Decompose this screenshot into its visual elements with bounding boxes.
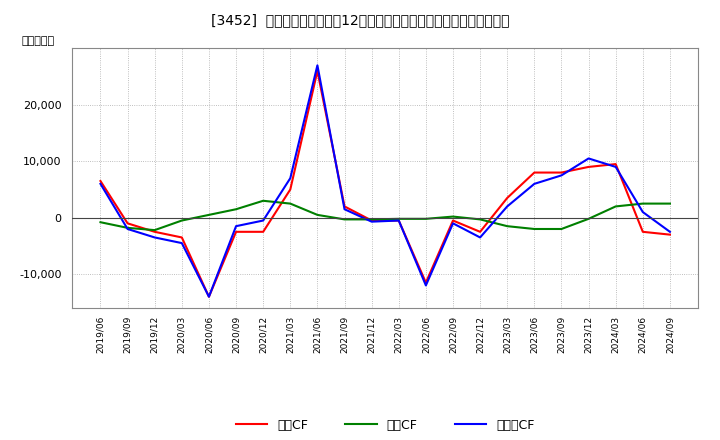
フリーCF xyxy=(639,209,647,215)
投資CF xyxy=(232,207,240,212)
投資CF xyxy=(313,212,322,217)
営業CF xyxy=(557,170,566,175)
Line: 投資CF: 投資CF xyxy=(101,201,670,230)
営業CF xyxy=(639,229,647,235)
Line: フリーCF: フリーCF xyxy=(101,65,670,297)
営業CF xyxy=(584,164,593,169)
営業CF xyxy=(123,221,132,226)
投資CF xyxy=(259,198,268,203)
フリーCF xyxy=(421,283,430,288)
営業CF xyxy=(530,170,539,175)
フリーCF xyxy=(611,164,620,169)
営業CF xyxy=(449,218,457,223)
投資CF xyxy=(421,216,430,221)
フリーCF xyxy=(367,219,376,224)
営業CF xyxy=(313,68,322,73)
投資CF xyxy=(341,217,349,222)
Text: （百万円）: （百万円） xyxy=(22,36,55,46)
投資CF xyxy=(367,217,376,222)
投資CF xyxy=(178,218,186,223)
投資CF xyxy=(123,225,132,231)
投資CF xyxy=(476,217,485,222)
営業CF xyxy=(611,161,620,167)
投資CF xyxy=(150,227,159,233)
営業CF xyxy=(96,178,105,183)
営業CF xyxy=(259,229,268,235)
Legend: 営業CF, 投資CF, フリーCF: 営業CF, 投資CF, フリーCF xyxy=(231,414,539,437)
営業CF xyxy=(178,235,186,240)
フリーCF xyxy=(286,176,294,181)
フリーCF xyxy=(395,218,403,223)
フリーCF xyxy=(178,240,186,246)
投資CF xyxy=(96,220,105,225)
フリーCF xyxy=(341,207,349,212)
投資CF xyxy=(530,226,539,231)
営業CF xyxy=(395,218,403,223)
投資CF xyxy=(584,216,593,221)
フリーCF xyxy=(123,226,132,231)
営業CF xyxy=(204,294,213,299)
フリーCF xyxy=(449,221,457,226)
フリーCF xyxy=(313,62,322,68)
投資CF xyxy=(611,204,620,209)
営業CF xyxy=(150,229,159,235)
投資CF xyxy=(557,226,566,231)
投資CF xyxy=(639,201,647,206)
営業CF xyxy=(286,187,294,192)
投資CF xyxy=(449,214,457,219)
フリーCF xyxy=(150,235,159,240)
投資CF xyxy=(665,201,674,206)
投資CF xyxy=(286,201,294,206)
営業CF xyxy=(665,232,674,237)
フリーCF xyxy=(476,235,485,240)
営業CF xyxy=(421,280,430,285)
フリーCF xyxy=(584,156,593,161)
フリーCF xyxy=(665,229,674,235)
Line: 営業CF: 営業CF xyxy=(101,71,670,297)
フリーCF xyxy=(503,204,511,209)
フリーCF xyxy=(530,181,539,187)
営業CF xyxy=(341,204,349,209)
営業CF xyxy=(367,218,376,223)
フリーCF xyxy=(204,294,213,299)
投資CF xyxy=(395,216,403,221)
Text: [3452]  キャッシュフローの12か月移動合計の対前年同期増減額の推移: [3452] キャッシュフローの12か月移動合計の対前年同期増減額の推移 xyxy=(211,13,509,27)
フリーCF xyxy=(96,181,105,187)
フリーCF xyxy=(259,218,268,223)
営業CF xyxy=(232,229,240,235)
フリーCF xyxy=(232,224,240,229)
フリーCF xyxy=(557,173,566,178)
投資CF xyxy=(503,224,511,229)
営業CF xyxy=(476,229,485,235)
営業CF xyxy=(503,195,511,201)
投資CF xyxy=(204,212,213,217)
